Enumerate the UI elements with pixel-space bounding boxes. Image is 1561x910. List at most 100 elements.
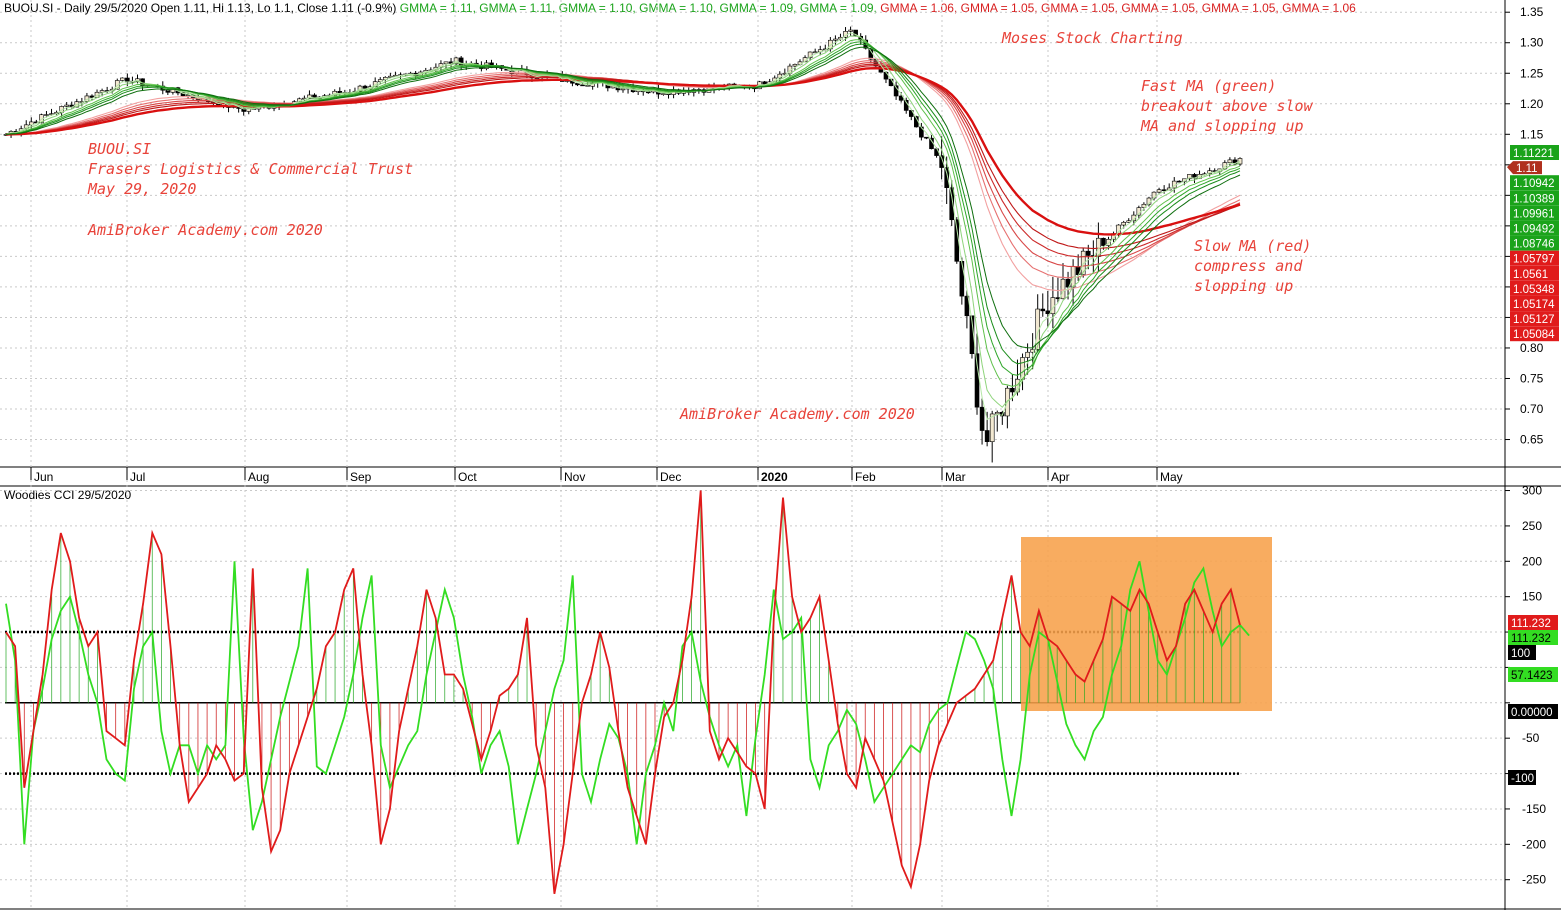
- candle-body: [883, 71, 889, 80]
- candle-body: [44, 114, 49, 116]
- candle-body: [989, 413, 995, 442]
- candle-body: [1065, 278, 1071, 288]
- price-tag-bg: [1510, 205, 1559, 221]
- cci-panel-title: Woodies CCI 29/5/2020: [4, 488, 132, 502]
- price-tag-label: 1.05174: [1513, 299, 1555, 311]
- cci-tag-bg: [1508, 704, 1558, 719]
- candle-body: [792, 64, 798, 67]
- candle-body: [1060, 278, 1066, 300]
- price-tag-bg: [1510, 175, 1559, 191]
- header-gmma-0: GMMA = 1.11,: [400, 1, 479, 15]
- candle-body: [49, 113, 54, 115]
- candle-body: [807, 51, 813, 58]
- price-tags: 1.11221 1.11 1.10942 1.10389 1.09961 1.09492 1…: [1507, 145, 1559, 342]
- price-tag-bg: [1510, 145, 1559, 160]
- month-label: Dec: [660, 470, 681, 484]
- header-gmma-11: GMMA = 1.06: [1282, 1, 1356, 15]
- candle-body: [661, 93, 666, 95]
- candle-body: [944, 167, 949, 188]
- price-tick-label: 0.80: [1520, 341, 1544, 355]
- cci-tick-label: 250: [1522, 519, 1542, 533]
- candle-body: [964, 295, 970, 317]
- price-tick-label: 1.35: [1520, 5, 1544, 19]
- header-ticker: BUOU.SI - Daily 29/5/2020 Open 1.11, Hi …: [4, 1, 400, 15]
- price-tag-bg: [1510, 280, 1559, 296]
- cci-tag-bg: [1508, 615, 1558, 630]
- candle-body: [1080, 250, 1086, 275]
- chart-header: BUOU.SI - Daily 29/5/2020 Open 1.11, Hi …: [4, 1, 1356, 15]
- month-label: May: [1160, 470, 1183, 484]
- annotation-moses: Moses Stock Charting: [1001, 29, 1183, 47]
- price-tag-bg: [1510, 250, 1559, 266]
- fast-gmma-line: [5, 39, 1241, 388]
- price-tag-label: 1.09492: [1513, 224, 1555, 236]
- candle-body: [979, 406, 985, 431]
- cci-tick-label: -250: [1522, 873, 1546, 887]
- price-axis: 0.65 0.70 0.75 0.80 1.15 1.20 1.25 1.30 1.35: [1505, 5, 1544, 447]
- cci-lines: [5, 490, 1250, 894]
- candle-body: [443, 61, 449, 64]
- candle-body: [1045, 310, 1051, 315]
- month-label: Jul: [130, 470, 145, 484]
- candle-body: [620, 88, 626, 91]
- candle-body: [458, 57, 464, 67]
- header-gmma-1: GMMA = 1.11,: [479, 1, 558, 15]
- candle-body: [645, 91, 651, 94]
- annotation-company: Frasers Logistics & Commercial Trust: [88, 160, 413, 178]
- header-gmma-8: GMMA = 1.05,: [1041, 1, 1121, 15]
- annotation-date: May 29, 2020: [87, 180, 196, 198]
- price-tag-label: 1.10389: [1513, 193, 1555, 205]
- price-tag-label: 1.11: [1516, 163, 1538, 175]
- price-tick-label: 1.20: [1520, 97, 1544, 111]
- price-tag-bg: [1510, 296, 1559, 311]
- candle-body: [1010, 387, 1015, 393]
- month-label: Aug: [248, 470, 269, 484]
- annotation-fast-3: MA and slopping up: [1140, 117, 1304, 135]
- candle-body: [994, 412, 1000, 415]
- price-tick-label: 1.15: [1520, 127, 1544, 141]
- price-tag-bg: [1510, 235, 1559, 251]
- cci-tag-label: 57.1423: [1511, 670, 1553, 682]
- header-gmma-7: GMMA = 1.05,: [961, 1, 1041, 15]
- candle-body: [893, 85, 899, 97]
- candle-body: [848, 29, 853, 32]
- gmma-lines: [5, 32, 1241, 421]
- cci-tags: 111.232 111.232 100 57.1423 0.00000 -100: [1508, 615, 1558, 785]
- candle-body: [1177, 180, 1182, 183]
- candle-body: [984, 430, 990, 442]
- cci-series-line: [5, 490, 1241, 894]
- month-label: Mar: [945, 470, 966, 484]
- candle-body: [120, 77, 125, 81]
- cci-tag-label: 0.00000: [1511, 707, 1553, 719]
- annotation-fast-1: Fast MA (green): [1141, 77, 1276, 95]
- month-label: Nov: [564, 470, 585, 484]
- cci-tick-label: -150: [1522, 802, 1546, 816]
- candle-body: [114, 80, 120, 90]
- candle-body: [1040, 308, 1046, 312]
- annotation-site-1: AmiBroker Academy.com 2020: [87, 221, 323, 239]
- candle-body: [1141, 203, 1147, 208]
- cci-tick-label: 150: [1522, 590, 1542, 604]
- candle-body: [812, 51, 818, 54]
- header-gmma-4: GMMA = 1.09,: [719, 1, 799, 15]
- price-tag-label: 1.05348: [1513, 284, 1555, 296]
- price-tag-label: 1.10942: [1513, 178, 1555, 190]
- price-tag-bg: [1510, 265, 1559, 281]
- cci-tag-bg: [1508, 770, 1536, 785]
- price-tag-label: 1.11221: [1513, 148, 1554, 160]
- cci-tag-bg: [1508, 645, 1536, 660]
- candle-body: [1085, 250, 1091, 256]
- candle-body: [307, 94, 312, 99]
- fast-gmma-line: [5, 41, 1241, 376]
- candle-body: [1161, 189, 1167, 192]
- cci-tag-label: 111.232: [1511, 618, 1551, 630]
- annotation-symbol: BUOU.SI: [88, 140, 151, 158]
- cci-tag-label: -100: [1511, 773, 1534, 785]
- annotation-slow-1: Slow MA (red): [1194, 237, 1311, 255]
- candle-body: [924, 136, 929, 139]
- candle-body: [1030, 349, 1035, 353]
- cci-panel-grid: [0, 490, 1505, 881]
- price-tick-label: 0.75: [1520, 371, 1544, 385]
- candle-body: [580, 84, 585, 87]
